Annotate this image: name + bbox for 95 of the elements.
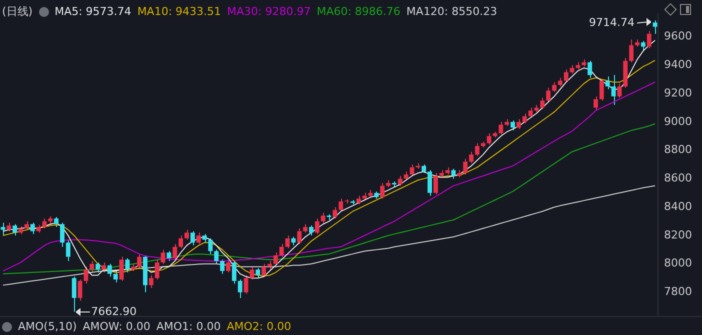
candlestick [605,76,610,90]
y-tick-label: 8400 [664,200,692,213]
candlestick [594,96,598,112]
candlestick [380,182,385,200]
candlestick [154,259,160,280]
candlestick [510,120,515,131]
y-tick-label: 8800 [664,143,692,156]
candlestick [54,216,59,228]
candlestick [184,229,189,240]
candlestick [102,262,106,273]
text: AMO1: 0.00 [156,320,221,333]
annotation: 9714.74 [589,16,635,30]
text: AMO(5,10) [18,320,77,333]
candlestick [474,142,480,156]
candlestick [107,263,112,278]
candlestick [42,218,47,229]
candlestick [398,175,402,186]
candlestick [652,20,658,34]
candlestick [279,244,284,258]
candlestick [338,198,344,212]
candlestick [451,168,456,180]
candlestick [297,228,302,245]
text: AMO2: 0.00 [226,320,292,333]
y-tick-label: 9600 [664,30,692,43]
text: MA30: 9280.97 [227,5,311,18]
candlestick [528,107,533,118]
candlestick [314,218,320,235]
candlestick [646,30,652,49]
candlestick [214,249,219,264]
candlestick [232,260,236,284]
candlestick [60,222,64,248]
candlestick [522,112,527,124]
candlestick [469,151,474,164]
candlestick [250,266,254,280]
candlestick [498,121,504,136]
candlestick [119,256,124,282]
candlestick [220,259,225,274]
candlestick [72,276,76,312]
y-tick-label: 8200 [664,228,692,242]
candlestick [433,172,438,195]
text: MA120: 8550.23 [406,5,498,18]
candlestick [486,132,492,146]
candlestick [428,170,432,196]
y-tick-label: 9000 [664,114,692,128]
candlestick [190,230,195,246]
candlestick [463,158,468,175]
annotation: 7662.90 [91,304,137,318]
candlestick [599,78,604,102]
candlestick [66,239,70,262]
y-tick-label: 8000 [664,256,692,270]
candlestick [137,253,142,269]
candlestick [160,249,166,264]
candlestick [546,87,551,103]
candlestick [238,279,242,298]
candlestick [256,268,260,279]
candlestick [244,274,248,294]
text: MA60: 8986.76 [316,5,400,18]
candlestick [640,40,646,52]
chart-title: (日线) [2,4,33,19]
candlestick [172,244,178,260]
y-tick-label: 9400 [664,58,692,71]
text: AMOW: 0.00 [82,320,150,333]
text: MA5: 9573.74 [54,5,132,18]
candlestick [166,250,172,262]
candlestick [308,225,314,236]
candlestick [226,259,230,273]
candlestick [588,60,592,78]
candlestick [564,68,568,83]
candlestick [113,270,118,283]
y-tick-label: 7800 [664,285,692,298]
candlestick [332,206,338,219]
candlestick [273,252,278,266]
candlestick [30,222,35,235]
candlestick [552,82,556,93]
candlestick [96,262,100,273]
candlestick [178,234,184,249]
candlestick [196,232,201,245]
candlestick [540,97,545,110]
candlestick [0,222,6,236]
y-tick-label: 9200 [664,86,692,100]
text: MA10: 9433.51 [137,5,222,18]
candlestick [148,274,154,289]
candlestick [125,258,130,273]
y-tick-label: 8600 [664,172,692,185]
candlestick [78,279,82,302]
candlestick [629,39,634,63]
candlestick [12,224,18,236]
candlestick [208,238,213,254]
candlestick [90,260,94,273]
candlestick [84,266,88,284]
candlestick [262,263,266,278]
candlestick [617,83,622,98]
candlestick [320,212,326,224]
candlestick [516,118,521,130]
candlestick [611,74,616,106]
